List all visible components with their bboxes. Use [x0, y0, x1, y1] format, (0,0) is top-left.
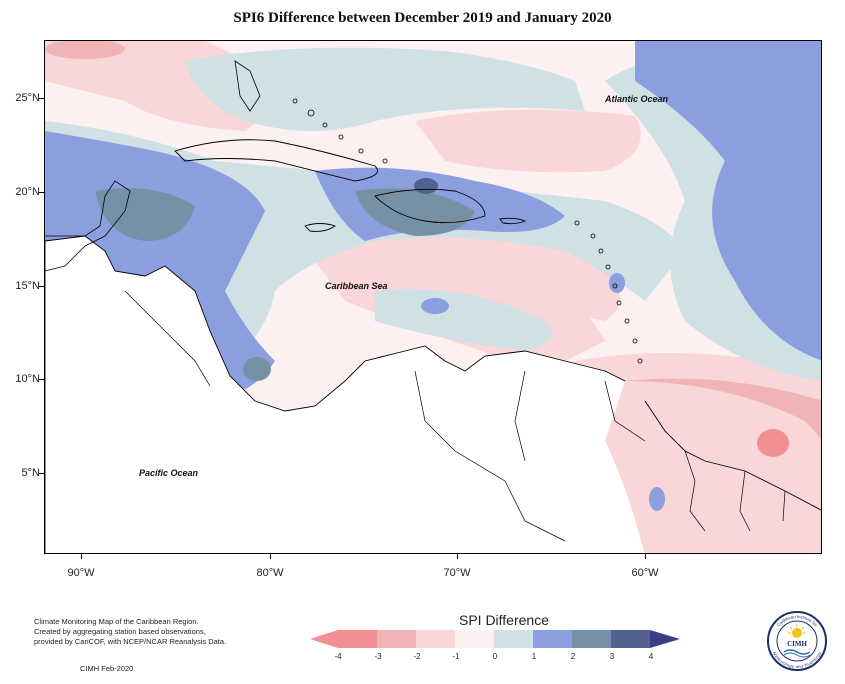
lat-tick [39, 473, 44, 474]
field-slate-belize [95, 188, 195, 241]
legend-tick: 0 [492, 652, 498, 661]
guyana-red-overlay [757, 429, 789, 457]
lat-tick [39, 98, 44, 99]
field-pink-gulf [45, 41, 125, 59]
legend-title: SPI Difference [458, 612, 549, 628]
field-pink-atlantic [415, 109, 641, 173]
legend-swatch [377, 630, 416, 648]
hispaniola-outline [374, 188, 486, 224]
caribbean-sea-label: Caribbean Sea [325, 281, 388, 291]
cuba-outline [174, 139, 378, 182]
legend-tick: 3 [609, 652, 615, 661]
central-america-borders [124, 290, 211, 387]
lat-label-5n: 5°N [21, 467, 40, 479]
map-notes: Climate Monitoring Map of the Caribbean … [34, 617, 274, 673]
notes-credit: CIMH Feb-2020 [80, 664, 134, 673]
yucatan-outline [45, 180, 131, 272]
guyana-blue-overlay [649, 487, 665, 511]
field-blue-south-caribbean [375, 289, 552, 351]
map-panel[interactable]: Atlantic Ocean Caribbean Sea Pacific Oce… [44, 40, 822, 554]
lon-label-90w: 90°W [67, 567, 95, 579]
field-blue-spot [421, 298, 449, 314]
legend-swatch [416, 630, 455, 648]
cimh-logo: CIMH Caribbean Institute for Meteorology… [767, 611, 827, 671]
lon-tick [81, 554, 82, 559]
lat-label-15n: 15°N [15, 280, 40, 292]
legend-tick: -1 [452, 652, 460, 661]
lat-tick [39, 379, 44, 380]
guianas-borders [684, 450, 786, 532]
field-slate-haiti [355, 188, 475, 236]
lon-label-60w: 60°W [631, 567, 659, 579]
notes-line-2: Created by aggregating station based obs… [34, 627, 206, 636]
lon-tick [270, 554, 271, 559]
legend-tick: 4 [648, 652, 654, 661]
logo-text: CIMH [787, 640, 807, 648]
legend-swatch [572, 630, 611, 648]
legend-tick: 2 [570, 652, 576, 661]
legend-colorbar [310, 630, 680, 648]
lat-label-10n: 10°N [15, 373, 40, 385]
pacific-ocean-label: Pacific Ocean [139, 468, 199, 478]
lon-label-80w: 80°W [256, 567, 284, 579]
lon-label-70w: 70°W [443, 567, 471, 579]
legend-swatch [494, 630, 533, 648]
legend-tick: -3 [374, 652, 382, 661]
field-dark-cuba-east [414, 178, 438, 194]
atlantic-ocean-label: Atlantic Ocean [605, 94, 669, 104]
legend-tick: -2 [413, 652, 421, 661]
legend-swatch [338, 630, 377, 648]
field-slate-costa-rica [243, 357, 271, 381]
field-blue-bahamas [185, 47, 585, 131]
legend-tick: -4 [334, 652, 342, 661]
puerto-rico-outline [499, 217, 527, 225]
lat-tick [39, 286, 44, 287]
lon-tick [457, 554, 458, 559]
map-title: SPI6 Difference between December 2019 an… [233, 10, 612, 26]
field-blue-atlantic [635, 41, 821, 361]
lat-tick [39, 192, 44, 193]
notes-line-3: provided by CariCOF, with NCEP/NCAR Rean… [34, 637, 227, 646]
notes-line-1: Climate Monitoring Map of the Caribbean … [34, 617, 199, 626]
lat-label-25n: 25°N [15, 92, 40, 104]
jamaica-outline [304, 223, 336, 232]
lesser-antilles-outline [574, 220, 643, 364]
legend-swatch [310, 630, 338, 648]
field-blue-lesser-antilles [609, 273, 625, 293]
lon-tick [645, 554, 646, 559]
bahamas-outline [292, 98, 388, 164]
legend-swatch [650, 630, 680, 648]
florida-outline [234, 60, 261, 112]
legend-swatch [533, 630, 572, 648]
spi-difference-map [45, 41, 821, 553]
south-america-borders [414, 370, 646, 542]
legend-swatch [611, 630, 650, 648]
lat-label-20n: 20°N [15, 186, 40, 198]
legend-tick: 1 [531, 652, 537, 661]
legend-swatch [455, 630, 494, 648]
